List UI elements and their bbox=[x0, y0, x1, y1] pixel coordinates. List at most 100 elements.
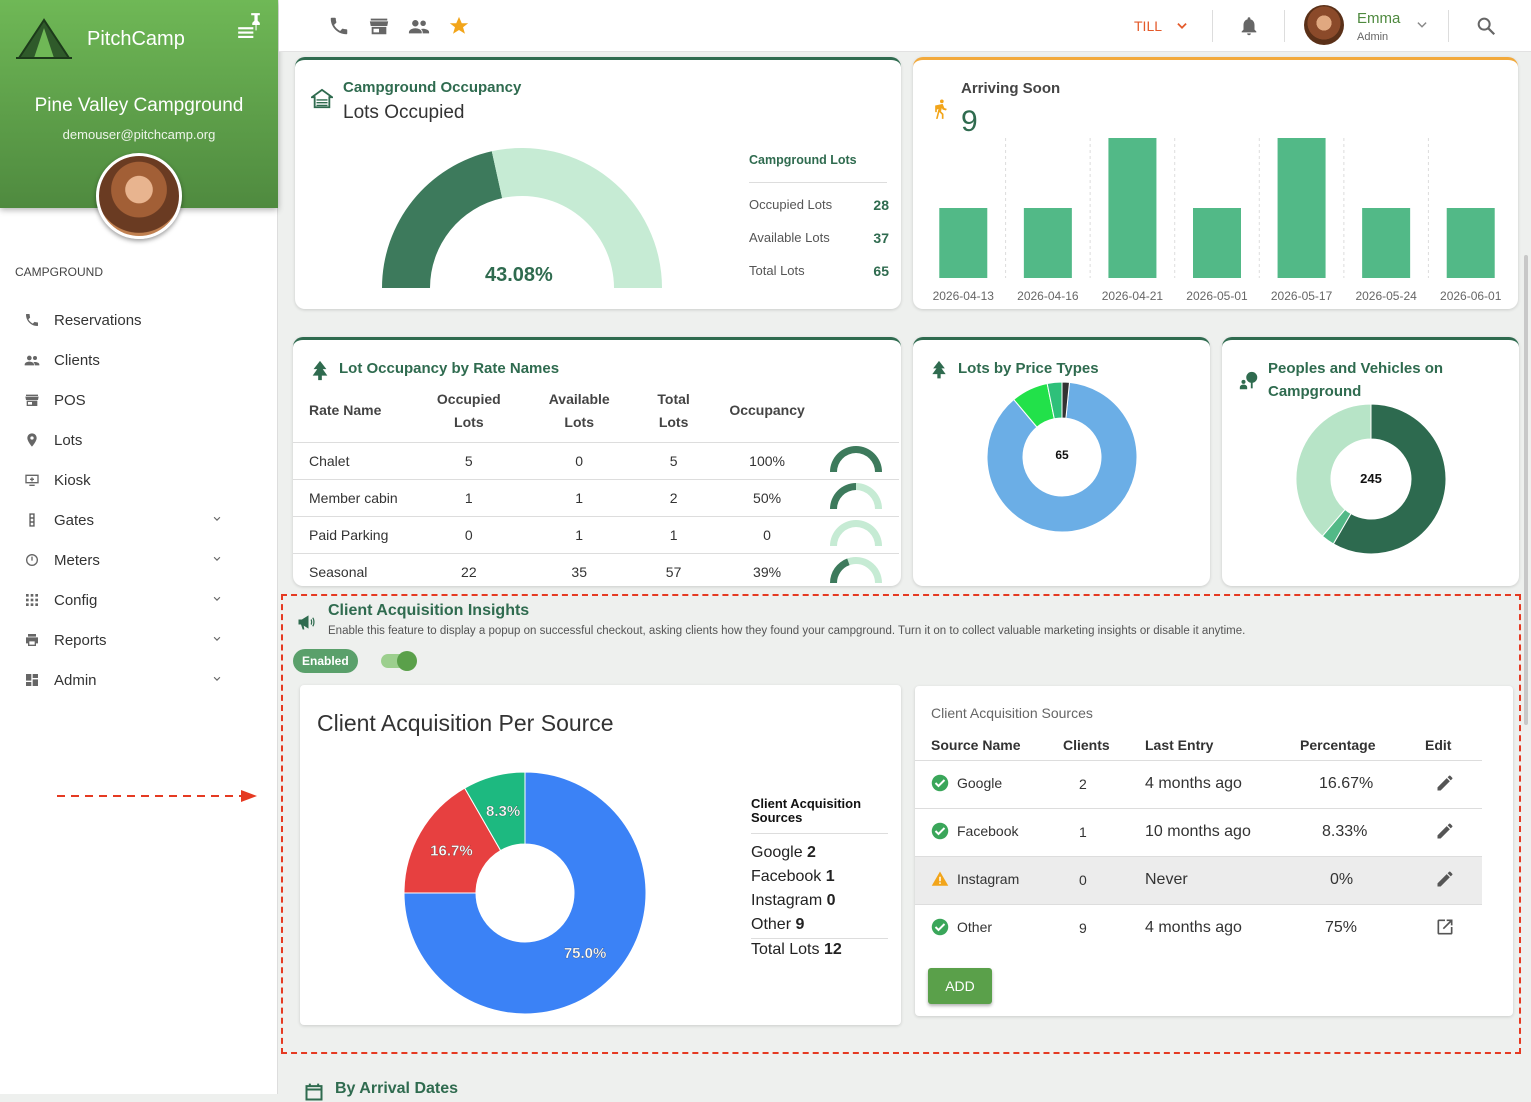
legend-label: Available Lots bbox=[749, 230, 830, 245]
people-icon[interactable] bbox=[408, 15, 430, 37]
user-role: Admin bbox=[1357, 31, 1389, 43]
section-description: Enable this feature to display a popup o… bbox=[328, 625, 1246, 637]
col-header: Occupied Lots bbox=[436, 390, 501, 430]
col-header bbox=[813, 380, 899, 442]
mini-gauge-available bbox=[829, 520, 882, 546]
card-title: Lots by Price Types bbox=[958, 360, 1099, 377]
occupancy-gauge bbox=[382, 148, 662, 288]
sidebar-item-config[interactable]: Config bbox=[0, 580, 278, 620]
chevron-down-icon[interactable] bbox=[210, 632, 224, 646]
chevron-down-icon[interactable] bbox=[1415, 18, 1429, 32]
slice-0[interactable] bbox=[987, 382, 1137, 532]
sidebar-item-clients[interactable]: Clients bbox=[0, 340, 278, 380]
donut-center-label: 245 bbox=[1360, 471, 1382, 486]
gauge-available-arc bbox=[491, 148, 662, 288]
last-entry: 4 months ago bbox=[1145, 759, 1300, 808]
add-source-button[interactable]: ADD bbox=[928, 968, 992, 1004]
table-row[interactable]: Google 2 4 months ago 16.67% bbox=[915, 759, 1482, 808]
chevron-down-icon[interactable] bbox=[210, 592, 224, 606]
table-caption: Client Acquisition Sources bbox=[931, 705, 1093, 721]
brand-name[interactable]: PitchCamp bbox=[87, 28, 185, 50]
slice-3[interactable] bbox=[404, 772, 646, 1014]
source-name: Other bbox=[957, 918, 993, 935]
tent-logo-icon[interactable] bbox=[16, 18, 72, 60]
card-title-line2: Campground bbox=[1268, 383, 1362, 400]
table-row[interactable]: Paid Parking 0 1 1 0 bbox=[293, 515, 899, 553]
pencil-icon[interactable] bbox=[1435, 869, 1455, 889]
pin-sidebar-icon[interactable] bbox=[236, 12, 262, 38]
bar-2026-05-01[interactable] bbox=[1193, 208, 1241, 278]
sidebar-item-label: Gates bbox=[54, 511, 95, 529]
table-row[interactable]: Member cabin 1 1 2 50% bbox=[293, 478, 899, 516]
sidebar-item-admin[interactable]: Admin bbox=[0, 660, 278, 700]
table-row[interactable]: Facebook 1 10 months ago 8.33% bbox=[915, 807, 1482, 856]
pencil-icon[interactable] bbox=[1435, 821, 1455, 841]
legend-title-line: Sources bbox=[751, 810, 803, 825]
check-circle-icon bbox=[931, 918, 949, 935]
tree-icon bbox=[932, 360, 946, 379]
sidebar-item-reservations[interactable]: Reservations bbox=[0, 300, 278, 340]
bar-2026-04-13[interactable] bbox=[939, 208, 988, 278]
x-tick-label: 2026-06-01 bbox=[1440, 289, 1502, 303]
sidebar-item-label: Reports bbox=[54, 631, 107, 649]
acquisition-sources-card: Client Acquisition Sources Source Name C… bbox=[915, 686, 1513, 1016]
external-link-icon[interactable] bbox=[1435, 917, 1455, 937]
dashboard-icon bbox=[26, 674, 38, 686]
people-vehicles-donut bbox=[1296, 404, 1446, 554]
col-header: Clients bbox=[1063, 736, 1110, 753]
section-title: By Arrival Dates bbox=[335, 1080, 459, 1097]
sidebar-item-kiosk[interactable]: Kiosk bbox=[0, 460, 278, 500]
pencil-icon[interactable] bbox=[1435, 773, 1455, 793]
enable-toggle[interactable] bbox=[381, 651, 417, 671]
clients-count: 9 bbox=[1063, 903, 1145, 952]
table-row[interactable]: Chalet 5 0 5 100% bbox=[293, 441, 899, 479]
sidebar-item-pos[interactable]: POS bbox=[0, 380, 278, 420]
sidebar-item-label: Reservations bbox=[54, 311, 142, 329]
bar-2026-05-24[interactable] bbox=[1362, 208, 1411, 278]
sidebar-item-lots[interactable]: Lots bbox=[0, 420, 278, 460]
table-row[interactable]: Other 9 4 months ago 75% bbox=[915, 903, 1482, 952]
chevron-down-icon[interactable] bbox=[210, 552, 224, 566]
bar-2026-05-17[interactable] bbox=[1277, 138, 1326, 278]
chevron-down-icon[interactable] bbox=[1175, 19, 1189, 33]
user-avatar[interactable] bbox=[1304, 5, 1344, 45]
percentage: 75% bbox=[1300, 903, 1425, 952]
chevron-down-icon[interactable] bbox=[210, 672, 224, 686]
table-row[interactable]: Instagram 0 Never 0% bbox=[915, 855, 1482, 904]
mini-gauge-available bbox=[855, 483, 882, 509]
occupancy-card: Campground Occupancy Lots Occupied 43.08… bbox=[295, 57, 901, 309]
search-icon[interactable] bbox=[1475, 15, 1497, 37]
col-header: Edit bbox=[1425, 736, 1452, 753]
store-icon[interactable] bbox=[368, 15, 390, 37]
occupancy-value: 0 bbox=[721, 515, 813, 553]
campground-avatar[interactable] bbox=[96, 153, 182, 239]
bar-2026-06-01[interactable] bbox=[1446, 208, 1495, 278]
user-name[interactable]: Emma bbox=[1357, 10, 1401, 27]
occupancy-percent: 43.08% bbox=[485, 264, 553, 286]
bar-2026-04-21[interactable] bbox=[1108, 138, 1157, 278]
col-header: Available Lots bbox=[548, 390, 610, 430]
slice-0[interactable] bbox=[404, 787, 502, 894]
star-icon[interactable] bbox=[448, 15, 470, 37]
scrollbar[interactable] bbox=[1524, 255, 1528, 725]
sidebar: PitchCamp Pine Valley Campground demouse… bbox=[0, 0, 278, 1094]
sidebar-item-meters[interactable]: Meters bbox=[0, 540, 278, 580]
card-title-line1: Peoples and Vehicles on bbox=[1268, 360, 1444, 377]
phone-icon[interactable] bbox=[328, 15, 350, 37]
sidebar-item-gates[interactable]: Gates bbox=[0, 500, 278, 540]
bar-2026-04-16[interactable] bbox=[1023, 208, 1072, 278]
divider bbox=[1284, 10, 1285, 42]
cabin-icon bbox=[311, 88, 333, 109]
chevron-down-icon[interactable] bbox=[210, 512, 224, 526]
table-row[interactable]: Seasonal 22 35 57 39% bbox=[293, 552, 899, 590]
till-dropdown[interactable]: TILL bbox=[1134, 18, 1163, 34]
slice-0[interactable] bbox=[1332, 404, 1446, 554]
x-tick-label: 2026-05-17 bbox=[1271, 289, 1333, 303]
sidebar-item-reports[interactable]: Reports bbox=[0, 620, 278, 660]
warning-icon bbox=[931, 871, 949, 886]
slice-3[interactable] bbox=[1061, 382, 1071, 419]
slice-2[interactable] bbox=[1296, 404, 1372, 537]
bell-icon[interactable] bbox=[1238, 15, 1260, 37]
legend-value: 28 bbox=[873, 197, 889, 213]
x-tick-label: 2026-04-21 bbox=[1102, 289, 1164, 303]
